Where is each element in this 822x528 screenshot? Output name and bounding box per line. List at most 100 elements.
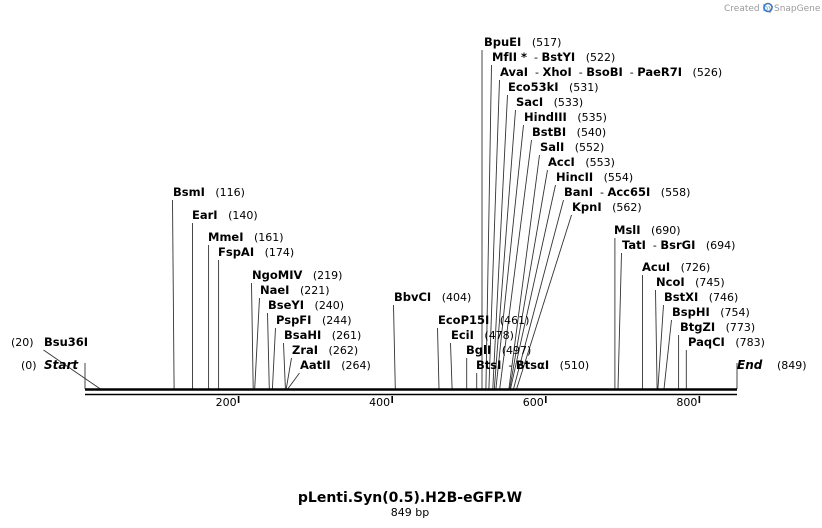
leader-line	[251, 282, 254, 390]
site-position: (726)	[670, 261, 710, 274]
site-label: FspAI (174)	[218, 245, 294, 259]
cut-site-aatii[interactable]: AatII (264)	[300, 358, 371, 372]
cut-site-msli[interactable]: MslI (690)	[614, 223, 681, 237]
cut-site-bsahi[interactable]: BsaHI (261)	[284, 328, 361, 342]
cut-site-hincii[interactable]: HincII (554)	[556, 170, 633, 184]
site-label: AvaI - XhoI - BsoBI - PaeR7I (526)	[500, 65, 722, 79]
enzyme-name: BstXI	[664, 290, 698, 304]
enzyme-name: NaeI	[260, 283, 289, 297]
enzyme-name: AvaI	[500, 65, 528, 79]
leader-line	[285, 357, 292, 390]
leader-line	[516, 214, 572, 390]
site-position: (754)	[710, 306, 750, 319]
site-position: (531)	[559, 81, 599, 94]
leader-line	[508, 154, 540, 390]
cut-site-fspai[interactable]: FspAI (174)	[218, 245, 294, 259]
cut-site-pspfi[interactable]: PspFI (244)	[276, 313, 352, 327]
cut-site-eco53ki[interactable]: Eco53kI (531)	[508, 80, 599, 94]
tick-label: 200	[216, 396, 237, 409]
cut-site-bsphi[interactable]: BspHI (754)	[672, 305, 750, 319]
leader-line	[657, 304, 664, 390]
site-position: (161)	[244, 231, 284, 244]
cut-site-bsmi[interactable]: BsmI (116)	[173, 185, 245, 199]
cut-site-bbvci[interactable]: BbvCI (404)	[394, 290, 471, 304]
site-position: (522)	[575, 51, 615, 64]
start-position: (0)	[21, 359, 37, 372]
site-label: KpnI (562)	[572, 200, 642, 214]
enzyme-name: PspFI	[276, 313, 311, 327]
cut-site-acui[interactable]: AcuI (726)	[642, 260, 710, 274]
cut-site-ecop15i[interactable]: EcoP15I (461)	[438, 313, 529, 327]
cut-site-tati[interactable]: TatI - BsrGI (694)	[622, 238, 735, 252]
name-separator: -	[527, 51, 541, 64]
tick-label: 400	[369, 396, 390, 409]
site-position: (535)	[567, 111, 607, 124]
leader-line	[485, 64, 492, 390]
site-position: (552)	[564, 141, 604, 154]
enzyme-name: EcoP15I	[438, 313, 489, 327]
site-position: (694)	[695, 239, 735, 252]
site-label: AatII (264)	[300, 358, 371, 372]
enzyme-name: Bsu36I	[44, 335, 88, 349]
name-separator: -	[501, 359, 515, 372]
cut-site-sali[interactable]: SalI (552)	[540, 140, 604, 154]
site-position: (554)	[593, 171, 633, 184]
enzyme-name: BtsI	[476, 358, 501, 372]
site-position: (261)	[321, 329, 361, 342]
site-position: (540)	[566, 126, 606, 139]
cut-site-kpni[interactable]: KpnI (562)	[572, 200, 642, 214]
cut-site-bpuei[interactable]: BpuEI (517)	[484, 35, 561, 49]
site-position: (404)	[431, 291, 471, 304]
site-label: NaeI (221)	[260, 283, 330, 297]
cut-site-btsi[interactable]: BtsI - BtsαI (510)	[476, 358, 589, 372]
cut-site-mmei[interactable]: MmeI (161)	[208, 230, 284, 244]
enzyme-name: BsaHI	[284, 328, 321, 342]
site-position: (140)	[218, 209, 258, 222]
site-label: BglI (497)	[466, 343, 531, 357]
enzyme-name: MmeI	[208, 230, 244, 244]
cut-site-bstxi[interactable]: BstXI (746)	[664, 290, 738, 304]
cut-site-ncoi[interactable]: NcoI (745)	[656, 275, 725, 289]
site-label: BstXI (746)	[664, 290, 738, 304]
cut-site-bsu36i[interactable]: Bsu36I (20)	[11, 335, 88, 349]
site-label: MslI (690)	[614, 223, 681, 237]
cut-site-bseyi[interactable]: BseYI (240)	[268, 298, 344, 312]
site-label: PaqCI (783)	[688, 335, 765, 349]
enzyme-name: AcuI	[642, 260, 670, 274]
site-label: PspFI (244)	[276, 313, 352, 327]
site-position: (783)	[725, 336, 765, 349]
enzyme-name: BbvCI	[394, 290, 431, 304]
cut-site-ngomiv[interactable]: NgoMIV (219)	[252, 268, 342, 282]
site-label: BtsI - BtsαI (510)	[476, 358, 589, 372]
site-position: (219)	[302, 269, 342, 282]
enzyme-name: NcoI	[656, 275, 685, 289]
cut-site-mfii[interactable]: MfII * - BstYI (522)	[492, 50, 615, 64]
site-position: (244)	[311, 314, 351, 327]
cut-site-naei[interactable]: NaeI (221)	[260, 283, 330, 297]
cut-site-paqci[interactable]: PaqCI (783)	[688, 335, 765, 349]
cut-site-hindiii[interactable]: HindIII (535)	[524, 110, 607, 124]
leader-line	[492, 94, 508, 390]
site-position: (553)	[575, 156, 615, 169]
cut-site-bgli[interactable]: BglI (497)	[466, 343, 531, 357]
cut-site-bstbi[interactable]: BstBI (540)	[532, 125, 606, 139]
site-label: TatI - BsrGI (694)	[622, 238, 735, 252]
enzyme-name: EarI	[192, 208, 218, 222]
site-label: BtgZI (773)	[680, 320, 755, 334]
cut-site-acci[interactable]: AccI (553)	[548, 155, 615, 169]
site-label: BsaHI (261)	[284, 328, 361, 342]
cut-site-zrai[interactable]: ZraI (262)	[292, 343, 358, 357]
cut-site-ecii[interactable]: EciI (478)	[451, 328, 514, 342]
enzyme-name: NgoMIV	[252, 268, 302, 282]
cut-site-bani[interactable]: BanI - Acc65I (558)	[564, 185, 690, 199]
site-position: (558)	[650, 186, 690, 199]
enzyme-name: BstBI	[532, 125, 566, 139]
cut-site-saci[interactable]: SacI (533)	[516, 95, 583, 109]
leader-line	[254, 297, 260, 390]
enzyme-name: PaeR7I	[637, 65, 682, 79]
enzyme-name: BsrGI	[660, 238, 695, 252]
cut-site-btgzi[interactable]: BtgZI (773)	[680, 320, 755, 334]
leader-line	[617, 252, 622, 390]
cut-site-avai[interactable]: AvaI - XhoI - BsoBI - PaeR7I (526)	[500, 65, 722, 79]
cut-site-eari[interactable]: EarI (140)	[192, 208, 258, 222]
